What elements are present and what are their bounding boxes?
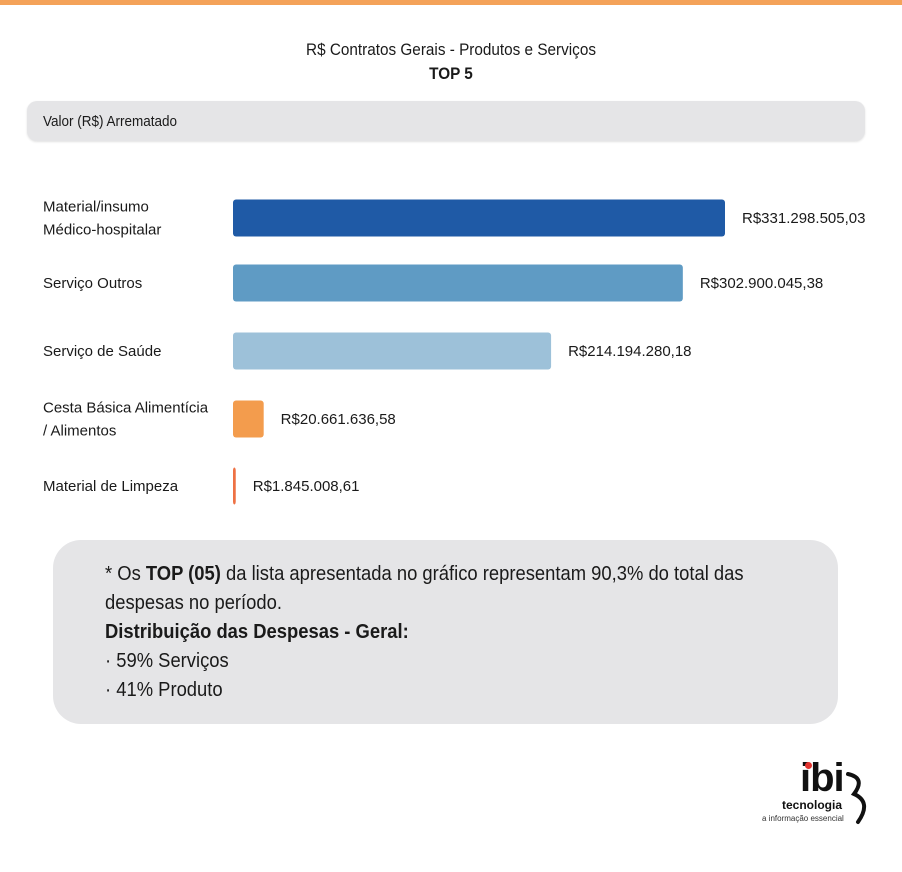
metric-header: Valor (R$) Arrematado bbox=[27, 101, 865, 141]
metric-label: Valor (R$) Arrematado bbox=[43, 113, 178, 130]
category-label-1: Material/insumo Médico-hospitalar bbox=[43, 199, 161, 239]
bar-1 bbox=[233, 199, 725, 237]
top-accent-bar bbox=[0, 0, 902, 5]
chart-title: R$ Contratos Gerais - Produtos e Serviço… bbox=[306, 40, 596, 59]
note-line-2: despesas no período. bbox=[105, 592, 282, 614]
category-label-4: Cesta Básica Alimentícia / Alimentos bbox=[43, 400, 209, 440]
bar-5 bbox=[233, 467, 236, 505]
logo-dot bbox=[805, 762, 812, 769]
logo-swoosh-icon bbox=[846, 772, 866, 824]
note-text: * Os TOP (05) da lista apresentada no gr… bbox=[105, 560, 825, 705]
bar-2 bbox=[233, 264, 683, 302]
note-box: * Os TOP (05) da lista apresentada no gr… bbox=[53, 540, 838, 724]
category-label-5: Material de Limpeza bbox=[43, 478, 179, 495]
logo-tagline: a informação essencial bbox=[762, 814, 844, 823]
value-label-4: R$20.661.636,58 bbox=[281, 411, 396, 428]
category-label-3: Serviço de Saúde bbox=[43, 343, 161, 360]
note-item-products: · 41% Produto bbox=[105, 679, 223, 701]
chart-subtitle: TOP 5 bbox=[429, 64, 473, 83]
value-label-1: R$331.298.505,03 bbox=[742, 210, 865, 227]
note-line-1: * Os TOP (05) da lista apresentada no gr… bbox=[105, 563, 744, 585]
note-emphasis: TOP (05) bbox=[145, 563, 221, 585]
bar-4 bbox=[233, 400, 264, 438]
bar-chart: R$331.298.505,03 Material/insumo Médico-ho… bbox=[43, 199, 865, 505]
bar-3 bbox=[233, 332, 552, 370]
logo-subtitle: tecnologia bbox=[782, 798, 843, 812]
note-heading: Distribuição das Despesas - Geral: bbox=[105, 621, 409, 643]
category-label-2: Serviço Outros bbox=[43, 275, 142, 292]
value-label-3: R$214.194.280,18 bbox=[568, 343, 691, 360]
value-label-2: R$302.900.045,38 bbox=[700, 275, 823, 292]
note-item-services: · 59% Serviços bbox=[105, 650, 229, 672]
ibi-logo: ibi tecnologia a informação essencial bbox=[760, 756, 880, 832]
value-label-5: R$1.845.008,61 bbox=[253, 478, 360, 495]
